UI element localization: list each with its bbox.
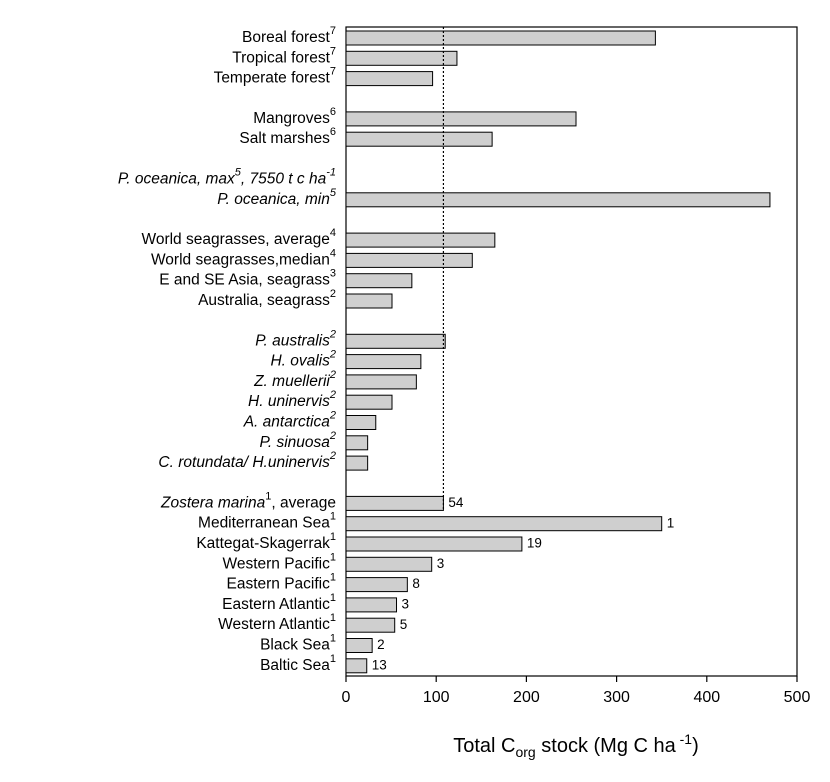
x-tick-label-0: 0 (342, 689, 351, 706)
bar-world-seagrasses-median (345, 252, 473, 268)
label-western-atlantic: Western Atlantic1 (218, 612, 336, 633)
bar-h-ovalis (345, 354, 422, 370)
label-black-sea: Black Sea1 (260, 632, 336, 653)
label-world-seagrasses-average: World seagrasses, average4 (141, 227, 336, 248)
bar-western-atlantic (345, 617, 396, 633)
bar-eastern-atlantic (345, 597, 398, 613)
bar-mediterranean-sea (345, 516, 663, 532)
label-p-sinuosa: P. sinuosa2 (259, 430, 336, 451)
bar-p-sinuosa (345, 435, 369, 451)
x-tick-label-400: 400 (693, 689, 720, 706)
label-e-and-se-asia-seagrass: E and SE Asia, seagrass3 (159, 268, 336, 289)
bar-z-muellerii (345, 374, 417, 390)
bar-h-uninervis (345, 394, 393, 410)
label-kattegat-skagerrak: Kattegat-Skagerrak1 (196, 531, 336, 552)
bar-a-antarctica (345, 415, 377, 430)
bar-eastern-pacific (345, 577, 408, 593)
bar-zostera-marina (345, 495, 444, 511)
n-label-black-sea: 2 (377, 637, 385, 652)
bar-salt-marshes (345, 131, 493, 147)
n-label-mediterranean-sea: 1 (667, 515, 675, 530)
x-axis-label: Total Corg stock (Mg C ha -1) (453, 731, 699, 760)
x-tick-label-100: 100 (423, 689, 450, 706)
bar-p-oceanica-min (345, 192, 771, 208)
bar-tropical-forest (345, 50, 458, 66)
label-salt-marshes: Salt marshes6 (239, 126, 336, 147)
bar-western-pacific (345, 556, 433, 572)
label-mediterranean-sea: Mediterranean Sea1 (198, 511, 336, 532)
n-label-eastern-pacific: 8 (412, 576, 420, 591)
bar-p-australis (345, 333, 446, 349)
x-tick-label-200: 200 (513, 689, 540, 706)
bar-kattegat-skagerrak (345, 536, 523, 552)
bar-c-rotundata-h-uninervis (345, 455, 369, 471)
label-australia-seagrass: Australia, seagrass2 (198, 288, 336, 309)
label-world-seagrasses-median: World seagrasses,median4 (151, 247, 336, 268)
n-label-eastern-atlantic: 3 (402, 596, 410, 611)
label-zostera-marina: Zostera marina1, average (160, 490, 336, 511)
n-label-baltic-sea: 13 (372, 657, 387, 672)
label-p-australis: P. australis2 (255, 328, 336, 349)
n-label-zostera-marina: 54 (448, 495, 464, 510)
label-western-pacific: Western Pacific1 (222, 551, 336, 572)
bar-temperate-forest (345, 71, 434, 87)
label-p-oceanica-max: P. oceanica, max5, 7550 t c ha-1 (118, 166, 336, 187)
bar-australia-seagrass (345, 293, 393, 309)
bar-baltic-sea (345, 658, 368, 674)
x-tick-label-500: 500 (784, 689, 811, 706)
n-label-western-pacific: 3 (437, 556, 445, 571)
label-tropical-forest: Tropical forest7 (232, 45, 336, 66)
bar-mangroves (345, 111, 577, 127)
label-p-oceanica-min: P. oceanica, min5 (217, 187, 337, 208)
label-z-muellerii: Z. muellerii2 (253, 369, 336, 390)
bar-boreal-forest (345, 30, 656, 46)
n-label-western-atlantic: 5 (400, 617, 408, 632)
label-eastern-atlantic: Eastern Atlantic1 (222, 592, 336, 613)
label-boreal-forest: Boreal forest7 (242, 25, 336, 46)
label-h-ovalis: H. ovalis2 (270, 349, 336, 370)
bars-layer (345, 30, 771, 674)
n-label-kattegat-skagerrak: 19 (527, 536, 542, 551)
label-eastern-pacific: Eastern Pacific1 (226, 572, 336, 593)
label-temperate-forest: Temperate forest7 (214, 66, 336, 87)
plot-frame (345, 26, 798, 677)
label-baltic-sea: Baltic Sea1 (260, 653, 336, 674)
bar-world-seagrasses-average (345, 232, 496, 248)
label-mangroves: Mangroves6 (253, 106, 336, 127)
x-tick-label-300: 300 (603, 689, 630, 706)
bar-e-and-se-asia-seagrass (345, 273, 413, 289)
label-h-uninervis: H. uninervis2 (248, 389, 336, 410)
label-c-rotundata-h-uninervis: C. rotundata/ H.uninervis2 (158, 450, 336, 471)
x-axis-ticks: 0 100 200 300 400 500 (342, 676, 811, 706)
label-a-antarctica: A. antarctica2 (243, 409, 336, 430)
bar-black-sea (345, 638, 373, 653)
